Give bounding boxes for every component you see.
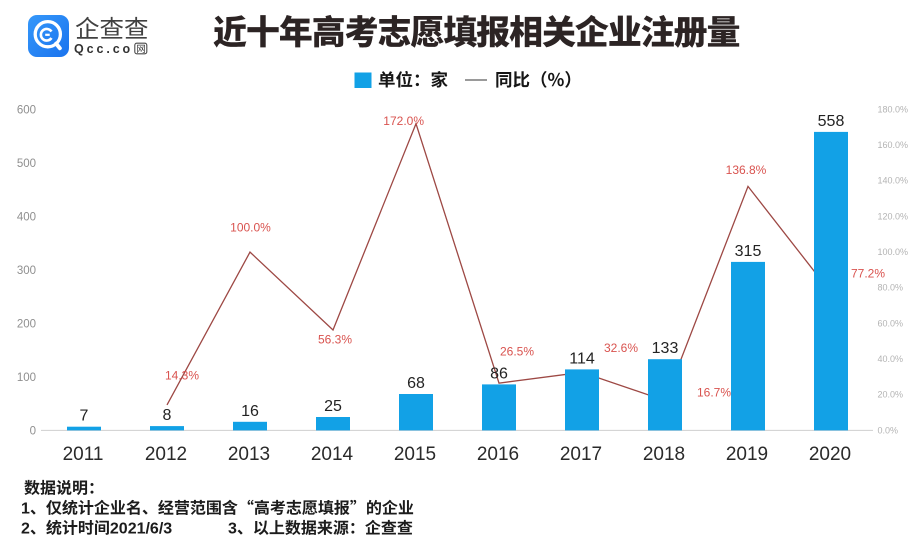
svg-text:100.0%: 100.0% <box>878 247 909 257</box>
svg-text:68: 68 <box>407 375 425 392</box>
svg-text:20.0%: 20.0% <box>878 390 904 400</box>
svg-text:400: 400 <box>17 211 36 223</box>
svg-text:133: 133 <box>652 340 679 357</box>
svg-text:172.0%: 172.0% <box>383 114 424 128</box>
svg-text:180.0%: 180.0% <box>878 104 909 114</box>
svg-text:2016: 2016 <box>477 444 519 465</box>
svg-text:25: 25 <box>324 398 342 415</box>
svg-text:2017: 2017 <box>560 444 602 465</box>
svg-text:Qcc.co: Qcc.co <box>74 42 133 56</box>
svg-text:2020: 2020 <box>809 444 851 465</box>
svg-text:2019: 2019 <box>726 444 768 465</box>
svg-text:2021/6/3: 2021/6/3 <box>110 521 172 538</box>
svg-text:200: 200 <box>17 318 36 330</box>
svg-text:56.3%: 56.3% <box>318 333 352 347</box>
svg-text:14.3%: 14.3% <box>165 369 199 383</box>
svg-text:40.0%: 40.0% <box>878 354 904 364</box>
svg-text:136.8%: 136.8% <box>726 163 767 177</box>
svg-text:26.5%: 26.5% <box>500 345 534 359</box>
svg-text:100.0%: 100.0% <box>230 221 271 235</box>
svg-text:558: 558 <box>818 113 845 130</box>
svg-text:2012: 2012 <box>145 444 187 465</box>
svg-text:100: 100 <box>17 372 36 384</box>
svg-text:1: 1 <box>21 501 30 518</box>
svg-text:0.0%: 0.0% <box>878 425 899 435</box>
svg-text:0: 0 <box>30 425 36 437</box>
svg-text:114: 114 <box>569 350 595 367</box>
svg-text:315: 315 <box>735 243 762 260</box>
svg-text:8: 8 <box>163 407 172 424</box>
svg-text:140.0%: 140.0% <box>878 176 909 186</box>
svg-text:60.0%: 60.0% <box>878 318 904 328</box>
svg-text:2: 2 <box>21 521 30 538</box>
svg-text:300: 300 <box>17 265 36 277</box>
svg-text:77.2%: 77.2% <box>851 267 885 281</box>
svg-text:32.6%: 32.6% <box>604 341 638 355</box>
svg-text:600: 600 <box>17 104 36 116</box>
svg-text:2013: 2013 <box>228 444 270 465</box>
svg-text:500: 500 <box>17 158 36 170</box>
svg-text:80.0%: 80.0% <box>878 283 904 293</box>
svg-text:2018: 2018 <box>643 444 685 465</box>
svg-text:16: 16 <box>241 403 259 420</box>
svg-text:7: 7 <box>80 408 89 425</box>
svg-text:86: 86 <box>490 365 508 382</box>
svg-text:2015: 2015 <box>394 444 436 465</box>
svg-text:3: 3 <box>228 521 237 538</box>
svg-text:2011: 2011 <box>63 444 104 465</box>
svg-text:2014: 2014 <box>311 444 354 465</box>
svg-text:120.0%: 120.0% <box>878 211 909 221</box>
svg-text:160.0%: 160.0% <box>878 140 909 150</box>
svg-text:16.7%: 16.7% <box>697 386 731 400</box>
